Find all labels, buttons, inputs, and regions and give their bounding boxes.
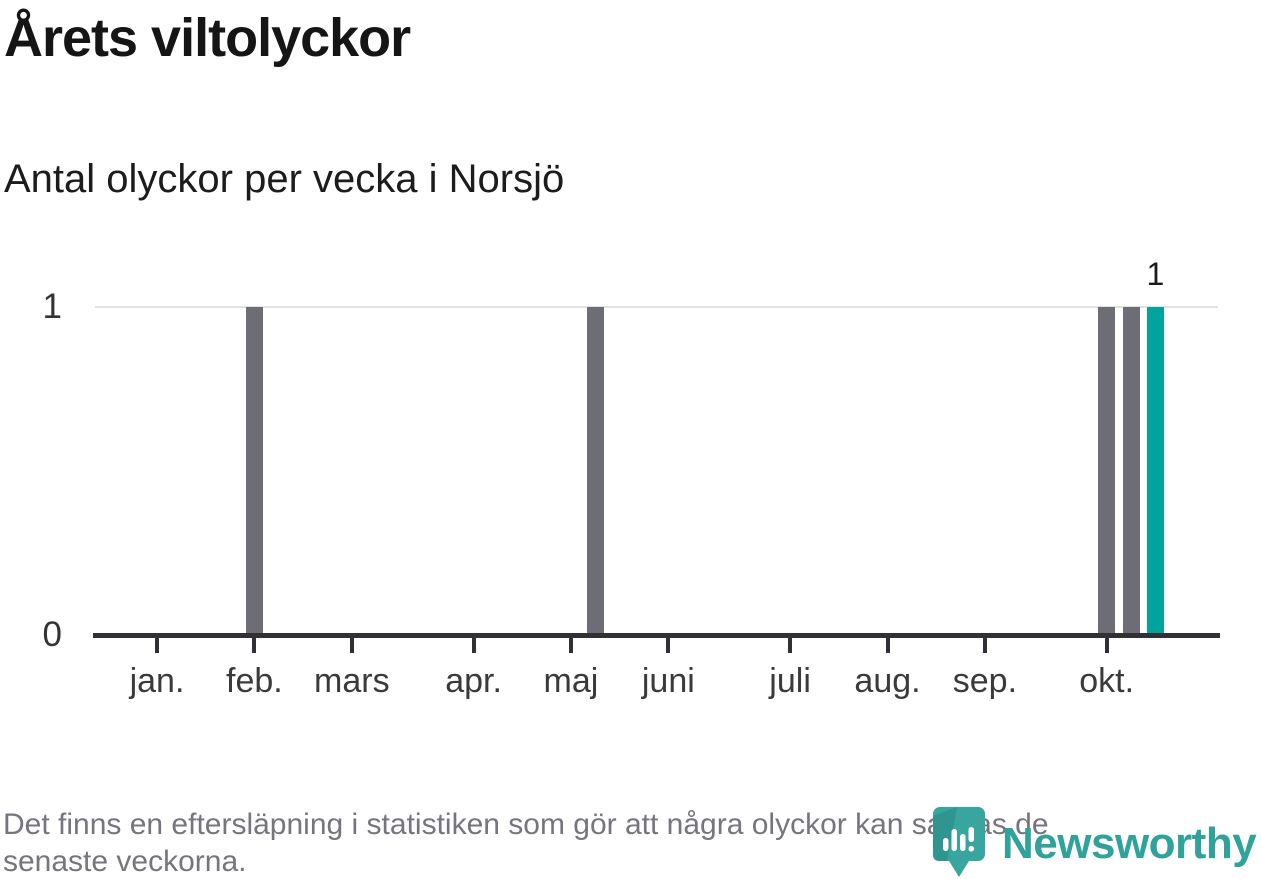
x-tick-jan — [155, 637, 159, 653]
x-tick-maj — [568, 637, 573, 653]
x-axis-label-apr: apr. — [445, 662, 502, 700]
x-axis-label-okt: okt. — [1079, 662, 1135, 700]
y-axis-label-1: 1 — [42, 287, 62, 326]
x-axis-label-sep: sep. — [952, 662, 1018, 700]
chart-subtitle: Antal olyckor per vecka i Norsjö — [4, 157, 565, 201]
x-tick-juli — [788, 637, 793, 653]
x-axis-label-maj: maj — [543, 662, 599, 700]
footnote-line-2: senaste veckorna. — [3, 845, 247, 878]
bar-week-41 — [1122, 307, 1140, 633]
x-axis-label-juli: juli — [769, 662, 811, 700]
x-tick-apr — [471, 637, 476, 653]
x-axis-label-mars: mars — [314, 662, 390, 700]
bar-week-42-highlight — [1146, 307, 1164, 633]
x-axis-line — [93, 633, 1220, 638]
x-tick-juni — [666, 637, 671, 653]
x-tick-feb — [252, 637, 257, 653]
x-tick-sep — [982, 637, 987, 653]
x-axis-label-feb: feb. — [226, 662, 283, 700]
footnote: Det finns en eftersläpning i statistiken… — [3, 806, 1049, 879]
bar-week-5 — [245, 307, 263, 633]
bar-week-40 — [1098, 307, 1116, 633]
x-tick-aug — [885, 637, 890, 653]
bar-value-label-week-42: 1 — [1146, 256, 1165, 292]
x-axis-label-juni: juni — [641, 662, 695, 700]
x-tick-mars — [349, 637, 354, 653]
chart-title: Årets viltolyckor — [4, 8, 411, 68]
x-axis-label-aug: aug. — [854, 662, 921, 700]
bar-week-19 — [586, 307, 604, 633]
newsworthy-logo-text: Newsworthy — [1002, 819, 1257, 868]
y-axis-label-0: 0 — [42, 615, 62, 654]
x-tick-okt — [1104, 637, 1109, 653]
newsworthy-logo: Newsworthy — [932, 806, 1257, 879]
x-axis-label-jan: jan. — [129, 662, 185, 700]
gridline-y-1 — [95, 305, 1218, 308]
newsworthy-badge-icon — [933, 807, 985, 877]
footnote-line-1: Det finns en eftersläpning i statistiken… — [3, 808, 1049, 841]
